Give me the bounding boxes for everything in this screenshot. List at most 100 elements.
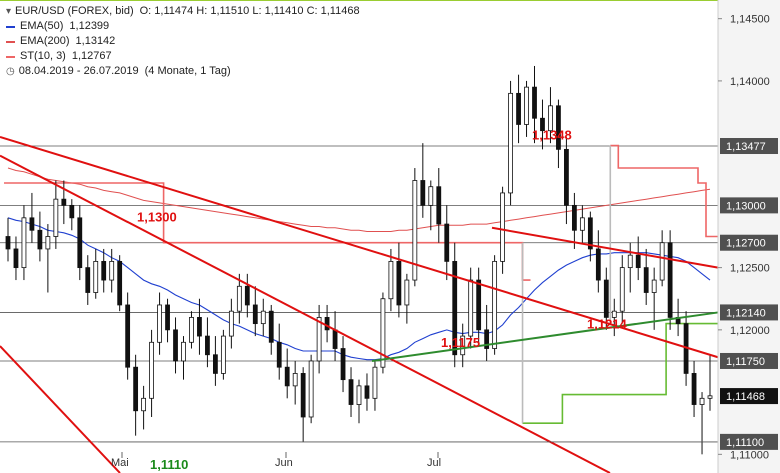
candle-body [444,223,450,262]
candle-body [244,285,250,306]
candle-body [460,335,466,356]
trendline-bottom-channel [0,345,121,473]
candle-body [117,260,123,306]
level-tag-label: 1,13000 [726,200,766,212]
candle-body [332,329,338,349]
y-tick-label: 1,12500 [730,263,770,275]
candle-body [587,217,593,250]
candle-body [356,385,362,405]
supertrend-down-line-2 [610,144,722,238]
candle-body [189,317,194,343]
candle-body [516,92,521,125]
candle-body [699,397,705,405]
candle-body [548,105,553,132]
candle-body [532,86,537,119]
candle-body [157,304,162,343]
candle-body [595,248,601,281]
level-tag-label: 1,12700 [726,238,766,250]
y-tick-label: 1,14500 [730,14,770,26]
candle-body [236,285,242,312]
candle-body [428,186,434,206]
trendline-lower-channel [0,154,611,473]
level-tag [720,304,778,321]
x-tick-label: Jun [275,457,293,469]
ema50-line [7,217,711,361]
candle-body [484,329,490,349]
candle-body [260,310,266,325]
candle-body [396,260,402,306]
candle-body [364,385,370,399]
candle-body [348,379,354,405]
legend-ema200[interactable]: EMA(200) 1,13142 [6,34,360,49]
candle-body [627,254,633,269]
candle-body [324,317,330,331]
candle-body [300,373,306,418]
y-tick-label: 1,12000 [730,325,770,337]
candle-body [101,260,107,281]
candle-body [603,279,609,318]
ema200-value: 1,13142 [75,35,116,47]
level-tag [720,197,778,214]
candle-body [651,279,657,293]
candle-body [372,366,378,399]
candle-body [540,117,545,132]
ema50-value: 1,12399 [69,20,110,32]
annotation-label: 1,1300 [137,209,177,224]
legend-supertrend[interactable]: ST(10, 3) 1,12767 [6,49,360,64]
candle-body [220,335,226,374]
supertrend-down-line [4,182,531,281]
trendline-upper-channel [0,135,719,359]
ema200-label: EMA(200) [20,35,70,47]
ema200-line [7,167,711,232]
collapse-icon[interactable]: ▾ [6,6,12,17]
ema200-swatch-icon [6,40,15,43]
candle-body [13,248,19,269]
date-range: 08.04.2019 - 26.07.2019 [18,65,139,77]
candle-body [181,341,186,362]
level-tag [720,352,778,369]
y-axis: 1,14500 1,14000 1,12500 1,12000 1,11000 1,134… [717,0,780,473]
candle-body [173,329,178,362]
legend-title-row: ▾ EUR/USD (FOREX, bid) O: 1,11474 H: 1,1… [6,4,360,19]
candle-body [268,310,274,343]
candle-body [556,105,561,150]
candle-body [420,180,426,206]
x-tick-label: Mai [111,457,129,469]
period: (4 Monate, 1 Tag) [144,65,231,77]
candle-body [165,304,170,331]
supertrend-value: 1,12767 [71,50,112,62]
trendline-resistance [491,226,719,269]
legend-ema50[interactable]: EMA(50) 1,12399 [6,19,360,34]
candle-body [53,198,59,237]
legend-range-row: ◷ 08.04.2019 - 26.07.2019 (4 Monate, 1 T… [6,64,360,79]
last-price-label: 1,11468 [726,391,765,403]
y-tick-label: 1,11000 [730,449,769,461]
candle-body [85,267,91,293]
candle-body [284,366,290,387]
candle-body [500,192,505,262]
chart-legend: ▾ EUR/USD (FOREX, bid) O: 1,11474 H: 1,1… [6,4,360,79]
candle-body [635,254,641,269]
trendline-support [371,311,719,362]
ohlc-values: O: 1,11474 H: 1,11510 L: 1,11410 C: 1,11… [139,5,360,17]
candle-body [292,373,298,387]
candle-body [388,260,394,300]
candle-body [571,204,577,231]
candle-body [61,198,67,206]
level-tag-label: 1,11100 [726,437,764,449]
level-tag-label: 1,11750 [726,356,765,368]
instrument-name: EUR/USD (FOREX, bid) [15,5,134,17]
candle-body [524,86,529,125]
annotation-label: 1,1214 [587,316,628,331]
candle-body [564,148,569,206]
level-tag [720,138,778,155]
candle-body [404,279,410,306]
candle-body [340,348,346,381]
candle-body [45,236,51,250]
candle-body [141,397,147,412]
candle-body [276,341,282,368]
y-tick-label: 1,14000 [730,76,770,88]
candle-body [77,217,83,269]
annotation-text-layer: 1,1348 1,1300 1,1214 1,1175 1,1110 [137,128,628,472]
